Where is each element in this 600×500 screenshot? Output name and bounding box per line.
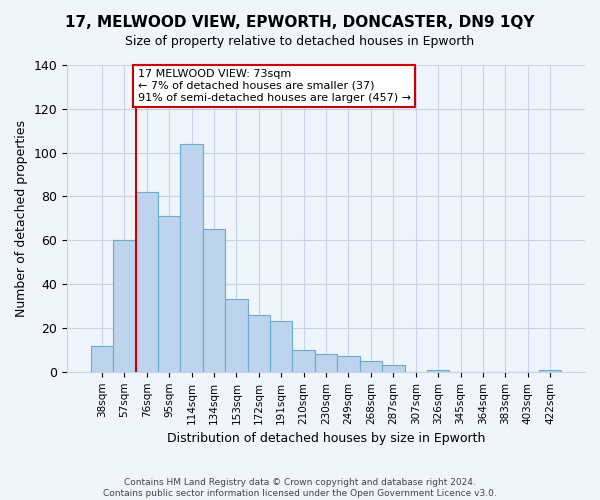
X-axis label: Distribution of detached houses by size in Epworth: Distribution of detached houses by size … bbox=[167, 432, 485, 445]
Text: Contains HM Land Registry data © Crown copyright and database right 2024.
Contai: Contains HM Land Registry data © Crown c… bbox=[103, 478, 497, 498]
Bar bbox=[270, 322, 292, 372]
Bar bbox=[113, 240, 136, 372]
Text: Size of property relative to detached houses in Epworth: Size of property relative to detached ho… bbox=[125, 35, 475, 48]
Bar bbox=[91, 346, 113, 372]
Bar bbox=[181, 144, 203, 372]
Bar bbox=[292, 350, 315, 372]
Bar bbox=[315, 354, 337, 372]
Text: 17, MELWOOD VIEW, EPWORTH, DONCASTER, DN9 1QY: 17, MELWOOD VIEW, EPWORTH, DONCASTER, DN… bbox=[65, 15, 535, 30]
Bar bbox=[382, 365, 404, 372]
Text: 17 MELWOOD VIEW: 73sqm
← 7% of detached houses are smaller (37)
91% of semi-deta: 17 MELWOOD VIEW: 73sqm ← 7% of detached … bbox=[138, 70, 411, 102]
Bar bbox=[427, 370, 449, 372]
Y-axis label: Number of detached properties: Number of detached properties bbox=[15, 120, 28, 317]
Bar bbox=[248, 315, 270, 372]
Bar bbox=[136, 192, 158, 372]
Bar bbox=[337, 356, 360, 372]
Bar bbox=[203, 230, 225, 372]
Bar bbox=[539, 370, 562, 372]
Bar bbox=[225, 300, 248, 372]
Bar bbox=[360, 361, 382, 372]
Bar bbox=[158, 216, 181, 372]
